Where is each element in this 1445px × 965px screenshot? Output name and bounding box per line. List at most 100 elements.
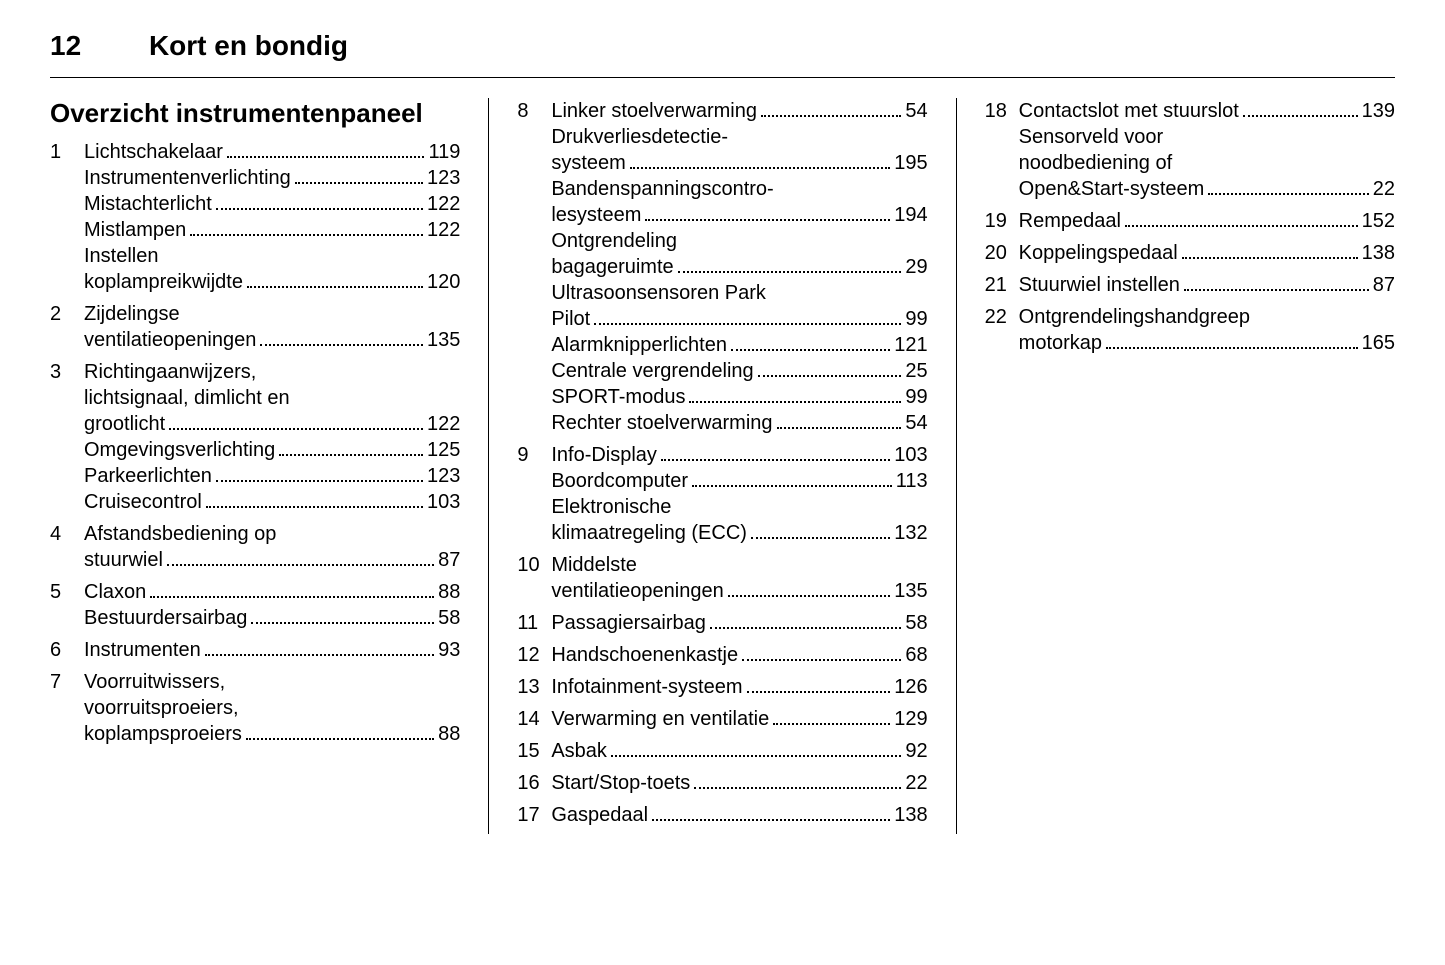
entry-line: systeem195 — [551, 150, 927, 176]
entry-body: Info-Display103Boordcomputer113Elektroni… — [551, 442, 927, 546]
entry-page: 129 — [894, 706, 927, 732]
index-entry: 4Afstandsbediening opstuurwiel87 — [50, 521, 460, 573]
index-entry: 22Ontgrendelingshandgreepmotorkap165 — [985, 304, 1395, 356]
entry-line: Handschoenenkastje68 — [551, 642, 927, 668]
index-entry: 2Zijdelingseventilatieopeningen135 — [50, 301, 460, 353]
entry-label: lesysteem — [551, 202, 641, 228]
entry-body: Rempedaal152 — [1019, 208, 1395, 234]
entry-line: bagageruimte29 — [551, 254, 927, 280]
entry-line: Infotainment-systeem126 — [551, 674, 927, 700]
entry-label: Lichtschakelaar — [84, 139, 223, 165]
entry-number: 16 — [517, 770, 551, 796]
entry-label: Rechter stoelverwarming — [551, 410, 772, 436]
leader-dots — [216, 466, 423, 482]
entry-label: Start/Stop-toets — [551, 770, 690, 796]
entry-line: Passagiersairbag58 — [551, 610, 927, 636]
index-entry: 21Stuurwiel instellen87 — [985, 272, 1395, 298]
entry-body: Infotainment-systeem126 — [551, 674, 927, 700]
entry-label: Mistlampen — [84, 217, 186, 243]
entry-number: 10 — [517, 552, 551, 578]
entry-body: Start/Stop-toets22 — [551, 770, 927, 796]
entry-line: ventilatieopeningen135 — [551, 578, 927, 604]
entry-body: Stuurwiel instellen87 — [1019, 272, 1395, 298]
index-entry: 6Instrumenten93 — [50, 637, 460, 663]
leader-dots — [710, 613, 902, 629]
entry-line: Alarmknipperlichten121 — [551, 332, 927, 358]
leader-dots — [1243, 101, 1358, 117]
entry-body: Zijdelingseventilatieopeningen135 — [84, 301, 460, 353]
entry-line: motorkap165 — [1019, 330, 1395, 356]
entry-page: 194 — [894, 202, 927, 228]
entry-text-continuation: Richtingaanwijzers, — [84, 359, 460, 385]
entry-line: Bestuurdersairbag58 — [84, 605, 460, 631]
leader-dots — [260, 330, 423, 346]
entry-number: 4 — [50, 521, 84, 547]
index-entry: 11Passagiersairbag58 — [517, 610, 927, 636]
entry-page: 87 — [438, 547, 460, 573]
entry-page: 93 — [438, 637, 460, 663]
entry-line: Boordcomputer113 — [551, 468, 927, 494]
leader-dots — [689, 387, 901, 403]
entry-label: Info-Display — [551, 442, 657, 468]
leader-dots — [777, 413, 902, 429]
entry-label: Open&Start-systeem — [1019, 176, 1205, 202]
entry-label: koplampreikwijdte — [84, 269, 243, 295]
entry-page: 123 — [427, 463, 460, 489]
entry-label: Boordcomputer — [551, 468, 688, 494]
entry-number: 5 — [50, 579, 84, 605]
entry-label: Parkeerlichten — [84, 463, 212, 489]
entry-text-continuation: Bandenspanningscontro- — [551, 176, 927, 202]
leader-dots — [678, 257, 902, 273]
entry-label: Contactslot met stuurslot — [1019, 98, 1239, 124]
entry-page: 88 — [438, 579, 460, 605]
entry-line: Mistachterlicht122 — [84, 191, 460, 217]
entry-page: 54 — [905, 98, 927, 124]
entry-label: bagageruimte — [551, 254, 673, 280]
entry-number: 9 — [517, 442, 551, 468]
leader-dots — [747, 677, 891, 693]
index-entry: 10Middelsteventilatieopeningen135 — [517, 552, 927, 604]
index-entry: 17Gaspedaal138 — [517, 802, 927, 828]
entry-label: stuurwiel — [84, 547, 163, 573]
entry-number: 14 — [517, 706, 551, 732]
entry-label: Instrumenten — [84, 637, 201, 663]
entry-number: 17 — [517, 802, 551, 828]
index-entry: 1Lichtschakelaar119Instrumentenverlichti… — [50, 139, 460, 295]
entry-page: 99 — [905, 384, 927, 410]
entry-label: Instrumentenverlichting — [84, 165, 291, 191]
entry-page: 92 — [905, 738, 927, 764]
entry-body: Passagiersairbag58 — [551, 610, 927, 636]
page-header: 12 Kort en bondig — [50, 30, 1395, 62]
entry-page: 122 — [427, 217, 460, 243]
leader-dots — [661, 445, 890, 461]
leader-dots — [205, 640, 434, 656]
index-entry: 12Handschoenenkastje68 — [517, 642, 927, 668]
leader-dots — [295, 168, 423, 184]
entry-body: Afstandsbediening opstuurwiel87 — [84, 521, 460, 573]
entry-line: Omgevingsverlichting125 — [84, 437, 460, 463]
leader-dots — [594, 309, 901, 325]
entry-page: 120 — [427, 269, 460, 295]
leader-dots — [1182, 243, 1358, 259]
header-rule — [50, 77, 1395, 78]
entry-page: 132 — [894, 520, 927, 546]
leader-dots — [652, 805, 890, 821]
entry-text-continuation: Ultrasoonsensoren Park — [551, 280, 927, 306]
index-entry: 5Claxon88Bestuurdersairbag58 — [50, 579, 460, 631]
entry-page: 126 — [894, 674, 927, 700]
index-entry: 15Asbak92 — [517, 738, 927, 764]
entry-label: Cruisecontrol — [84, 489, 202, 515]
entry-label: Bestuurdersairbag — [84, 605, 247, 631]
entry-number: 3 — [50, 359, 84, 385]
entry-line: SPORT-modus99 — [551, 384, 927, 410]
entry-label: Alarmknipperlichten — [551, 332, 727, 358]
col3-entries: 18Contactslot met stuurslot139Sensorveld… — [985, 98, 1395, 356]
entry-line: Asbak92 — [551, 738, 927, 764]
col1-entries: 1Lichtschakelaar119Instrumentenverlichti… — [50, 139, 460, 747]
index-entry: 19Rempedaal152 — [985, 208, 1395, 234]
leader-dots — [630, 153, 890, 169]
entry-line: Info-Display103 — [551, 442, 927, 468]
section-title: Overzicht instrumentenpaneel — [50, 98, 460, 129]
entry-label: ventilatieopeningen — [84, 327, 256, 353]
leader-dots — [645, 205, 890, 221]
